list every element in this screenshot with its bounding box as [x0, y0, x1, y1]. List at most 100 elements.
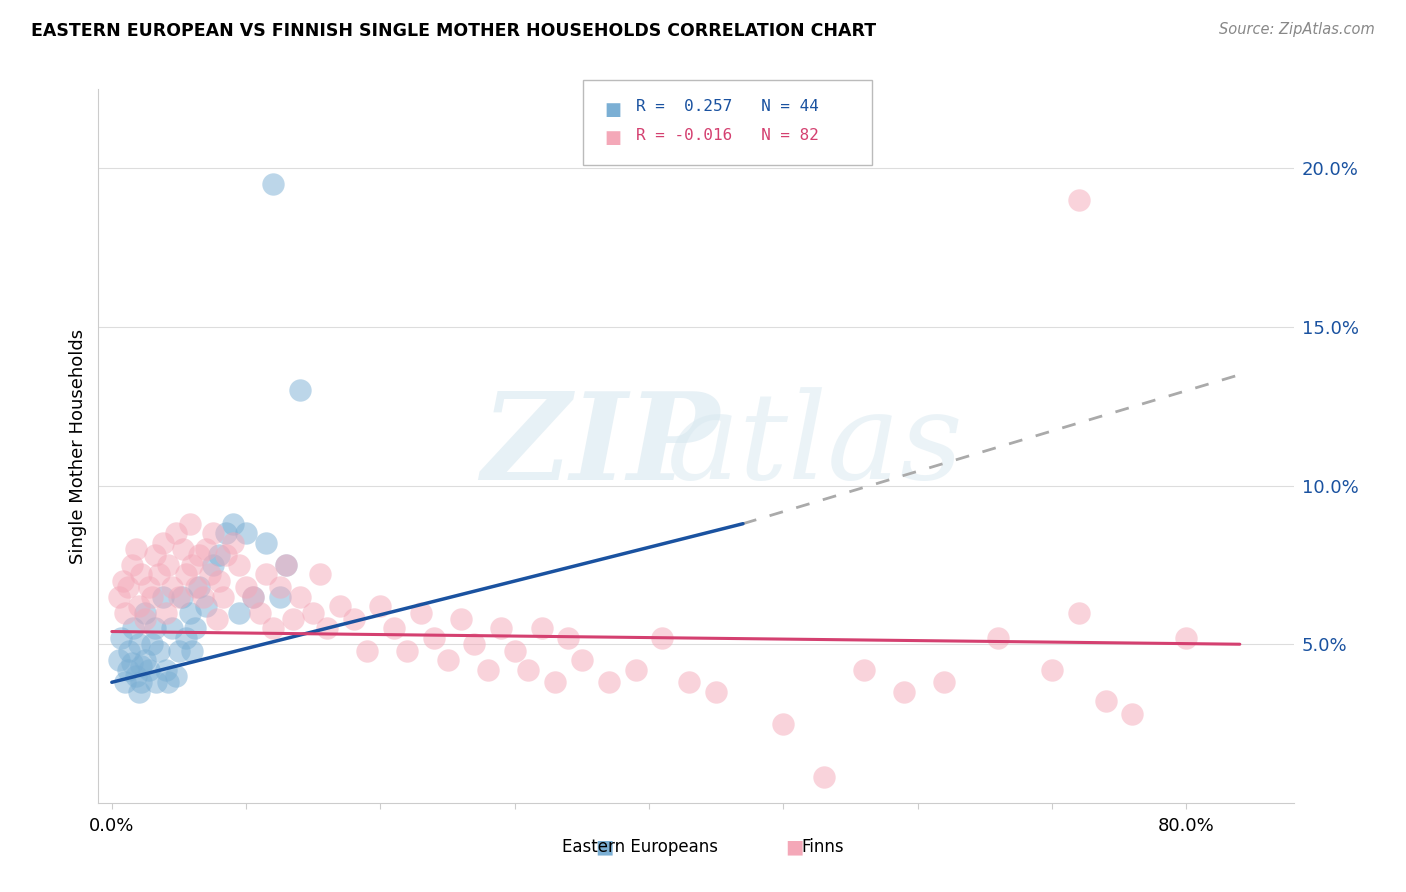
Point	[201, 526, 224, 541]
Point	[188, 580, 211, 594]
Point	[141, 590, 163, 604]
Point	[170, 590, 193, 604]
Point	[121, 558, 143, 572]
Point	[107, 590, 129, 604]
Point	[1094, 694, 1116, 708]
Point	[167, 643, 190, 657]
Point	[188, 549, 211, 563]
Point	[678, 675, 700, 690]
Point	[125, 669, 148, 683]
Point	[131, 659, 153, 673]
Point	[370, 599, 392, 614]
Point	[315, 621, 337, 635]
Point	[194, 542, 217, 557]
Point	[249, 606, 271, 620]
Point	[148, 643, 170, 657]
Point	[1121, 706, 1143, 721]
Point	[1067, 606, 1090, 620]
Point	[228, 606, 250, 620]
Point	[162, 621, 184, 635]
Text: ZIP: ZIP	[481, 387, 720, 505]
Point	[276, 558, 298, 572]
Point	[172, 542, 194, 557]
Point	[212, 590, 235, 604]
Text: Finns: Finns	[801, 838, 844, 856]
Point	[409, 606, 432, 620]
Point	[134, 606, 156, 620]
Point	[934, 675, 956, 690]
Point	[157, 558, 180, 572]
Point	[228, 558, 250, 572]
Point	[813, 771, 835, 785]
Text: atlas: atlas	[666, 387, 965, 505]
Point	[262, 621, 284, 635]
Point	[128, 685, 150, 699]
Point	[205, 612, 228, 626]
Point	[131, 567, 153, 582]
Point	[215, 526, 238, 541]
Point	[184, 621, 207, 635]
Point	[222, 535, 245, 549]
Point	[162, 580, 184, 594]
Point	[128, 599, 150, 614]
Point	[281, 612, 304, 626]
Point	[174, 567, 197, 582]
Text: Source: ZipAtlas.com: Source: ZipAtlas.com	[1219, 22, 1375, 37]
Point	[276, 558, 298, 572]
Text: Eastern Europeans: Eastern Europeans	[562, 838, 717, 856]
Point	[107, 653, 129, 667]
Point	[134, 653, 156, 667]
Point	[557, 631, 579, 645]
Point	[302, 606, 325, 620]
Point	[191, 590, 214, 604]
Point	[530, 621, 553, 635]
Point	[382, 621, 405, 635]
Point	[143, 621, 166, 635]
Point	[201, 558, 224, 572]
Point	[117, 663, 139, 677]
Point	[157, 675, 180, 690]
Point	[152, 590, 174, 604]
Point	[181, 643, 204, 657]
Point	[125, 542, 148, 557]
Point	[145, 675, 167, 690]
Point	[143, 549, 166, 563]
Point	[254, 567, 277, 582]
Text: ■: ■	[605, 129, 621, 147]
Point	[477, 663, 499, 677]
Point	[254, 535, 277, 549]
Point	[155, 606, 177, 620]
Point	[772, 716, 794, 731]
Point	[598, 675, 620, 690]
Y-axis label: Single Mother Households: Single Mother Households	[69, 328, 87, 564]
Point	[138, 663, 160, 677]
Point	[121, 657, 143, 671]
Point	[118, 643, 141, 657]
Point	[491, 621, 513, 635]
Point	[517, 663, 540, 677]
Point	[114, 606, 136, 620]
Point	[544, 675, 567, 690]
Point	[1067, 193, 1090, 207]
Point	[262, 178, 284, 192]
Point	[152, 535, 174, 549]
Point	[235, 580, 257, 594]
Point	[155, 663, 177, 677]
Point	[181, 558, 204, 572]
Text: R =  0.257   N = 44: R = 0.257 N = 44	[636, 99, 818, 114]
Point	[138, 580, 160, 594]
Point	[987, 631, 1010, 645]
Point	[215, 549, 238, 563]
Text: ■: ■	[605, 101, 621, 119]
Point	[141, 637, 163, 651]
Point	[131, 675, 153, 690]
Point	[194, 599, 217, 614]
Point	[148, 567, 170, 582]
Point	[269, 580, 291, 594]
Point	[852, 663, 875, 677]
Point	[111, 574, 134, 588]
Point	[174, 631, 197, 645]
Point	[165, 526, 187, 541]
Point	[309, 567, 332, 582]
Point	[222, 516, 245, 531]
